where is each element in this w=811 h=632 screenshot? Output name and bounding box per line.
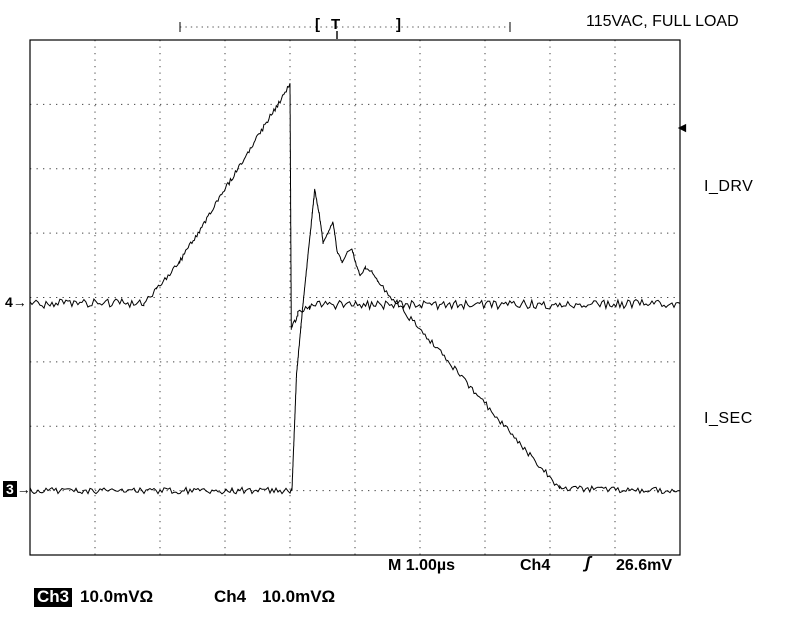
waveform-i-sec <box>29 188 681 496</box>
right-arrow-icon: → <box>12 294 27 310</box>
i-sec-label: I_SEC <box>704 410 753 427</box>
trigger-level-arrow-icon: ◄ <box>675 119 689 135</box>
ch4-scale: 10.0mVΩ <box>262 587 336 606</box>
waveform-i-drv <box>29 83 681 330</box>
ch4-label: Ch4 <box>214 587 247 606</box>
ch4-reference-marker: 4→ <box>5 294 27 310</box>
ch4-reference-number: 4 <box>5 294 13 310</box>
acq-left-bracket: [ <box>315 16 320 33</box>
condition-label: 115VAC, FULL LOAD <box>586 13 739 30</box>
graticule-border <box>29 39 681 556</box>
timebase-readout: M 1.00µs <box>388 557 456 574</box>
i-drv-label: I_DRV <box>704 178 754 195</box>
right-arrow-icon: → <box>16 481 31 497</box>
ch3-reference-marker: 3 → <box>3 481 31 497</box>
trigger-position-t-icon: T <box>331 16 341 33</box>
ch3-label: Ch3 <box>34 587 73 607</box>
trigger-level-readout: 26.6mV <box>616 557 673 574</box>
trigger-source-readout: Ch4 <box>520 557 551 574</box>
ch3-scale: 10.0mVΩ <box>80 587 154 606</box>
trigger-slope-icon: ʃ <box>585 553 591 572</box>
acq-right-bracket: ] <box>396 16 401 33</box>
ch3-reference-number: 3 <box>3 481 17 497</box>
